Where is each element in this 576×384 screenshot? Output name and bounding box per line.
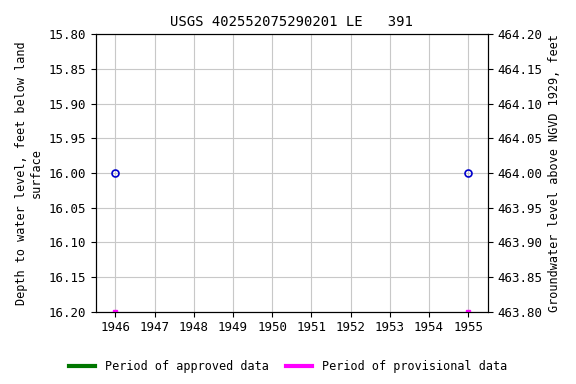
Legend: Period of approved data, Period of provisional data: Period of approved data, Period of provi… — [65, 356, 511, 378]
Title: USGS 402552075290201 LE   391: USGS 402552075290201 LE 391 — [170, 15, 413, 29]
Y-axis label: Groundwater level above NGVD 1929, feet: Groundwater level above NGVD 1929, feet — [548, 34, 561, 312]
Y-axis label: Depth to water level, feet below land
surface: Depth to water level, feet below land su… — [15, 41, 43, 305]
